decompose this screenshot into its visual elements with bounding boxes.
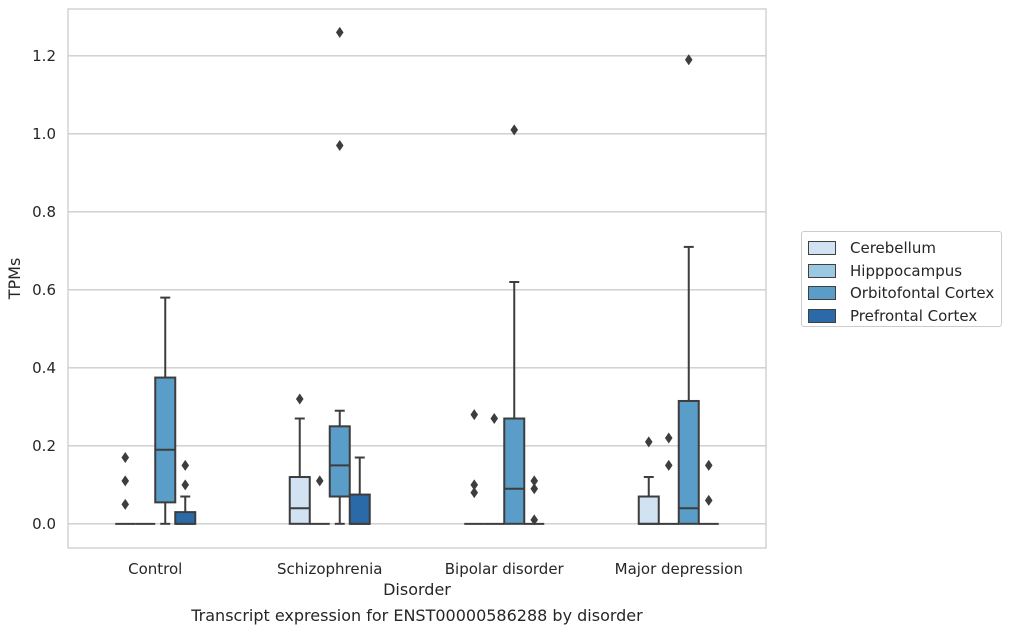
box-group <box>503 124 526 525</box>
legend: Cerebellum Hipppocampus Orbitofontal Cor… <box>801 231 1002 327</box>
legend-swatch <box>808 286 836 301</box>
outlier-point <box>121 498 130 510</box>
box <box>174 511 197 525</box>
outlier-point <box>530 483 539 495</box>
box-marks <box>115 26 719 526</box>
legend-swatch <box>808 263 836 278</box>
legend-item-prefrontal-cortex: Prefrontal Cortex <box>802 305 1001 328</box>
outlier-point <box>470 487 479 499</box>
outlier-point <box>181 479 190 491</box>
legend-item-orbitofrontal-cortex: Orbitofontal Cortex <box>802 282 1001 305</box>
box <box>503 417 526 525</box>
y-tick-label: 1.0 <box>32 125 56 143</box>
x-tick-label: Bipolar disorder <box>445 560 565 578</box>
box-group <box>524 475 545 526</box>
box <box>288 476 311 525</box>
outlier-point <box>470 409 479 421</box>
legend-item-hippocampus: Hipppocampus <box>802 260 1001 283</box>
y-tick-label: 0.8 <box>32 203 56 221</box>
gridlines <box>68 55 766 525</box>
y-tick-label: 1.2 <box>32 47 56 65</box>
outlier-point <box>644 436 653 448</box>
outlier-point <box>704 459 713 471</box>
outlier-point <box>704 494 713 506</box>
box-group <box>115 452 136 525</box>
box-group <box>328 26 351 525</box>
box <box>328 425 351 498</box>
legend-swatch <box>808 241 836 256</box>
outlier-point <box>530 475 539 487</box>
box-group <box>348 456 371 525</box>
box <box>637 495 660 525</box>
box-group <box>677 54 700 525</box>
x-tick-labels: Control Schizophrenia Bipolar disorder Majo… <box>128 560 743 578</box>
x-axis-label: Disorder <box>383 580 451 599</box>
box <box>154 376 177 504</box>
outlier-point <box>490 413 499 425</box>
legend-label: Hipppocampus <box>850 261 963 280</box>
outlier-point <box>684 54 693 66</box>
outlier-point <box>335 140 344 152</box>
x-tick-label: Schizophrenia <box>277 560 382 578</box>
outlier-point <box>181 459 190 471</box>
outlier-point <box>510 124 519 136</box>
x-tick-label: Control <box>128 560 182 578</box>
legend-swatch <box>808 308 836 323</box>
outlier-point <box>530 514 539 526</box>
box-group <box>637 436 660 525</box>
box-group <box>464 409 485 525</box>
plot-frame <box>67 8 767 549</box>
legend-item-cerebellum: Cerebellum <box>802 237 1001 260</box>
outlier-point <box>121 452 130 464</box>
y-tick-label: 0.6 <box>32 281 56 299</box>
legend-label: Prefrontal Cortex <box>850 306 978 325</box>
box-group <box>309 475 330 525</box>
y-tick-label: 0.4 <box>32 359 56 377</box>
outlier-point <box>121 475 130 487</box>
outlier-point <box>664 432 673 444</box>
y-tick-label: 0.2 <box>32 437 56 455</box>
y-tick-labels: 0.0 0.2 0.4 0.6 0.8 1.0 1.2 <box>32 47 56 533</box>
box-group <box>174 459 197 525</box>
box <box>677 399 700 525</box>
outlier-point <box>335 26 344 38</box>
outlier-point <box>295 393 304 405</box>
x-tick-label: Major depression <box>615 560 743 578</box>
box-group <box>288 393 311 525</box>
box-group <box>698 459 719 525</box>
box-group <box>484 413 505 525</box>
outlier-point <box>315 475 324 487</box>
box <box>348 493 371 525</box>
legend-label: Orbitofontal Cortex <box>850 284 995 303</box>
figure-caption: Transcript expression for ENST0000058628… <box>191 606 643 625</box>
box-group <box>658 432 679 525</box>
outlier-point <box>664 459 673 471</box>
outlier-point <box>470 479 479 491</box>
y-tick-label: 0.0 <box>32 515 56 533</box>
box-group <box>154 296 177 525</box>
y-axis-label: TPMs <box>5 258 24 301</box>
legend-label: Cerebellum <box>850 239 936 258</box>
